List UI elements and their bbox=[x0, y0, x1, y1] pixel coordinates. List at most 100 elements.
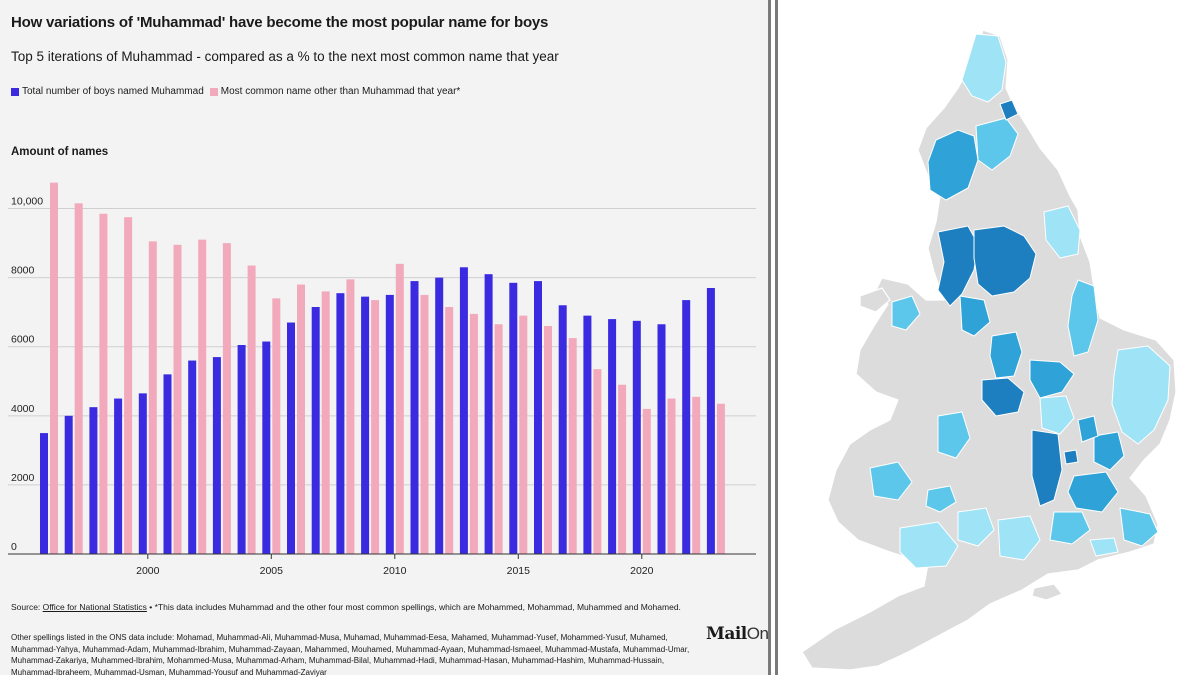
source-line: Source: Office for National Statistics •… bbox=[11, 602, 681, 612]
bar-other bbox=[469, 313, 478, 554]
bar-muhammad bbox=[459, 267, 468, 554]
region-hereford bbox=[937, 411, 971, 459]
region-sussex bbox=[1089, 537, 1119, 557]
legend-item-other: Most common name other than Muhammad tha… bbox=[209, 86, 461, 97]
bar-other bbox=[50, 182, 58, 555]
chart-subtitle: Top 5 iterations of Muhammad - compared … bbox=[11, 49, 559, 64]
bar-other bbox=[395, 263, 404, 554]
bar-muhammad bbox=[534, 281, 542, 554]
region-luton bbox=[1063, 449, 1079, 465]
bar-muhammad bbox=[40, 433, 48, 554]
bar-muhammad bbox=[64, 415, 73, 554]
source-link[interactable]: Office for National Statistics bbox=[42, 602, 147, 612]
region-derbyshire bbox=[989, 331, 1023, 379]
region-northamptonshire bbox=[1039, 395, 1075, 435]
bar-muhammad bbox=[435, 277, 444, 554]
chart-panel: How variations of 'Muhammad' have become… bbox=[0, 0, 793, 677]
legend-item-muhammad: Total number of boys named Muhammad bbox=[11, 86, 204, 97]
bar-muhammad bbox=[410, 281, 419, 554]
region-norfolk-suffolk bbox=[1111, 345, 1171, 445]
bar-other bbox=[247, 265, 256, 554]
legend-label-muhammad: Total number of boys named Muhammad bbox=[22, 86, 204, 97]
region-west-midlands bbox=[981, 377, 1025, 417]
y-tick-label: 10,000 bbox=[11, 196, 43, 208]
other-spellings-note: Other spellings listed in the ONS data i… bbox=[11, 633, 690, 677]
bar-muhammad bbox=[188, 360, 197, 554]
region-west-yorkshire bbox=[973, 225, 1037, 297]
bar-other bbox=[568, 338, 577, 554]
bar-other bbox=[642, 408, 651, 554]
region-oxfordshire-bucks bbox=[1031, 429, 1063, 507]
source-prefix: Source: bbox=[11, 602, 43, 612]
region-northumberland bbox=[961, 33, 1007, 103]
region-cambridge bbox=[1077, 415, 1099, 443]
bar-other bbox=[74, 203, 83, 554]
bar-muhammad bbox=[509, 282, 518, 554]
region-london bbox=[1067, 471, 1119, 513]
bar-muhammad bbox=[336, 293, 345, 554]
bar-muhammad bbox=[682, 300, 691, 554]
region-hampshire bbox=[997, 515, 1041, 561]
map-anglesey bbox=[859, 287, 891, 313]
bar-other bbox=[148, 241, 157, 554]
bar-muhammad bbox=[262, 341, 271, 554]
region-lincolnshire bbox=[1067, 279, 1099, 357]
bar-other bbox=[272, 298, 281, 554]
bar-other bbox=[124, 217, 133, 554]
region-lancashire bbox=[937, 225, 979, 307]
bar-muhammad bbox=[385, 294, 394, 554]
legend-label-other: Most common name other than Muhammad tha… bbox=[220, 86, 461, 97]
y-tick-label: 2000 bbox=[11, 472, 35, 484]
y-tick-label: 6000 bbox=[11, 334, 35, 346]
region-tyneside bbox=[999, 99, 1019, 121]
legend-swatch-muhammad bbox=[11, 87, 19, 96]
bar-muhammad bbox=[632, 320, 641, 554]
bar-muhammad bbox=[237, 345, 246, 554]
bar-muhammad bbox=[484, 274, 493, 554]
bar-other bbox=[420, 294, 429, 554]
bar-other bbox=[716, 403, 725, 554]
region-devon bbox=[899, 521, 959, 569]
region-leicestershire bbox=[1029, 359, 1075, 399]
bar-muhammad bbox=[114, 398, 123, 554]
x-tick-label: 2010 bbox=[383, 565, 407, 577]
region-south-wales bbox=[869, 461, 913, 501]
bar-other bbox=[544, 326, 552, 554]
bar-other bbox=[198, 239, 207, 554]
bar-muhammad bbox=[138, 393, 147, 554]
region-essex bbox=[1093, 431, 1125, 471]
bar-muhammad bbox=[163, 374, 172, 554]
x-tick-label: 2005 bbox=[260, 565, 284, 577]
y-tick-label: 4000 bbox=[11, 403, 35, 415]
map-colored-regions bbox=[869, 33, 1171, 569]
bar-other bbox=[692, 396, 701, 554]
bar-muhammad bbox=[311, 307, 320, 554]
y-tick-label: 0 bbox=[11, 541, 17, 553]
bar-other bbox=[297, 284, 305, 554]
source-note: • *This data includes Muhammad and the o… bbox=[146, 602, 681, 612]
bar-muhammad bbox=[608, 319, 617, 554]
y-tick-label: 8000 bbox=[11, 265, 35, 277]
bar-muhammad bbox=[287, 322, 295, 554]
bar-other bbox=[618, 384, 627, 554]
bar-muhammad bbox=[583, 315, 592, 554]
england-wales-map bbox=[801, 29, 1177, 671]
x-tick-label: 2000 bbox=[136, 565, 160, 577]
bar-other bbox=[222, 243, 231, 554]
region-kent bbox=[1119, 507, 1159, 547]
bar-muhammad bbox=[706, 288, 715, 554]
bar-chart: 0 2000 4000 6000 8000 10,000 2000 2005 2010 2015 2… bbox=[8, 182, 756, 577]
x-tick-label: 2015 bbox=[507, 565, 531, 577]
bar-muhammad bbox=[558, 305, 567, 554]
bar-other bbox=[494, 324, 503, 554]
bar-other bbox=[445, 307, 454, 554]
bar-other bbox=[99, 213, 108, 554]
bar-other bbox=[346, 279, 355, 554]
bar-other bbox=[173, 244, 182, 554]
bar-muhammad bbox=[89, 407, 98, 554]
bar-muhammad bbox=[657, 324, 666, 554]
x-tick-label: 2020 bbox=[630, 565, 654, 577]
map-isle-of-wight bbox=[1031, 583, 1063, 601]
chart-title: How variations of 'Muhammad' have become… bbox=[11, 14, 549, 31]
bar-muhammad bbox=[361, 296, 370, 554]
